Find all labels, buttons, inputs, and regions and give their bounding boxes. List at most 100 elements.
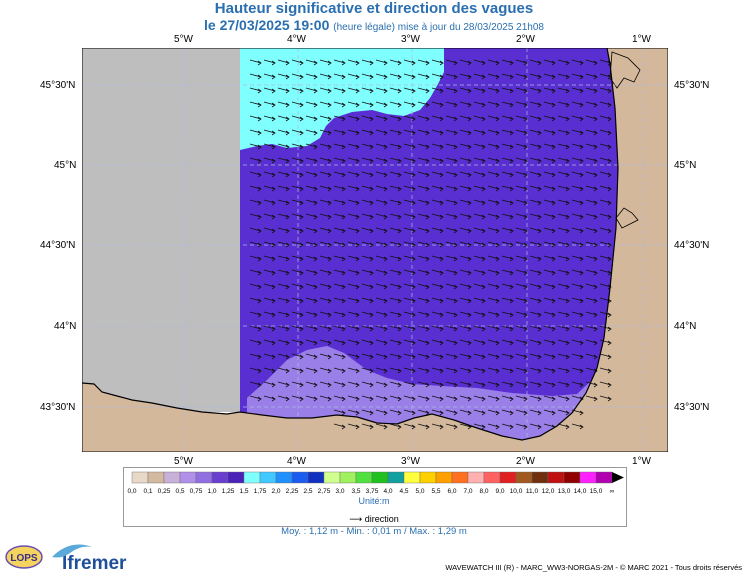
wave-arrow [361,283,374,290]
wave-arrow [361,199,374,206]
wave-arrow [347,283,360,290]
wave-arrow [291,227,304,234]
wave-arrow [501,73,514,80]
wave-arrow [277,185,290,192]
wave-arrow [263,283,276,290]
wave-arrow [389,143,402,150]
wave-arrow [361,311,374,318]
wave-arrow [263,367,276,374]
wave-arrow [473,269,486,276]
wave-arrow [431,423,444,430]
wave-arrow [515,101,528,108]
wave-arrow [473,101,486,108]
land-area [82,48,668,452]
wave-arrow [445,409,458,416]
wave-arrow [529,227,542,234]
wave-arrow [599,185,612,192]
wave-arrow [291,213,304,220]
wave-arrow [459,311,472,318]
wave-arrow [389,73,402,80]
wave-arrow [263,73,276,80]
wave-arrow [431,297,444,304]
wave-arrow [529,297,542,304]
wave-arrow [263,311,276,318]
wave-arrow [417,283,430,290]
wave-arrow [543,269,556,276]
wave-arrow [305,241,318,248]
wave-arrow [543,409,556,416]
wave-arrow [361,395,374,402]
wave-arrow [529,409,542,416]
wave-arrow [571,297,584,304]
colorbar-swatch [275,471,293,484]
wave-arrow [487,87,500,94]
wave-arrow [501,353,514,360]
wave-arrow [515,87,528,94]
wave-arrow [403,87,416,94]
wave-arrow [291,87,304,94]
wave-arrow [333,199,346,206]
wave-arrow [599,283,612,290]
wave-arrow [515,283,528,290]
wave-arrow [431,129,444,136]
wave-arrow [291,283,304,290]
wave-arrow [361,325,374,332]
wave-arrow [487,409,500,416]
colorbar-label: 2,5 [303,488,313,495]
wave-arrow [347,171,360,178]
wave-arrow [375,227,388,234]
wave-arrow [585,395,598,402]
wave-arrow [557,423,570,430]
wave-arrow [277,241,290,248]
wave-arrow [403,283,416,290]
colorbar-label: 2,0 [271,488,281,495]
wave-arrow [375,325,388,332]
colorbar-label: ∞ [609,488,615,495]
wave-arrow [291,297,304,304]
wave-arrow [487,255,500,262]
wave-arrow [543,59,556,66]
wave-arrow [249,171,262,178]
wave-arrow [445,297,458,304]
wave-arrow [557,353,570,360]
wave-arrow [529,395,542,402]
wave-arrow [473,395,486,402]
wave-arrow [571,171,584,178]
wave-arrow [445,353,458,360]
wave-arrow [319,185,332,192]
wave-arrow [347,381,360,388]
wave-arrow [403,311,416,318]
colorbar-swatch [163,471,181,484]
colorbar-swatch [547,471,565,484]
wave-arrow [515,227,528,234]
wave-arrow [487,297,500,304]
wave-arrow [445,143,458,150]
colorbar-label: 2,25 [285,488,299,495]
wave-arrow [417,73,430,80]
wave-arrow [459,395,472,402]
wave-arrow [375,395,388,402]
wave-arrow [515,395,528,402]
wave-arrow [347,325,360,332]
lat-tick-right: 45°30'N [674,80,710,91]
wave-arrow [445,381,458,388]
colorbar [131,471,624,484]
wave-arrow [417,311,430,318]
wave-arrow [585,297,598,304]
wave-arrow [389,213,402,220]
wave-arrow [473,87,486,94]
wave-arrow [431,101,444,108]
wave-arrow [403,227,416,234]
colorbar-swatch [323,471,341,484]
arrow-icon: ⟶ [349,514,363,524]
wave-arrow [375,339,388,346]
wave-arrow [375,143,388,150]
wave-arrow [599,115,612,122]
colorbar-swatch [563,471,581,484]
wave-arrow [277,339,290,346]
wave-arrow [445,59,458,66]
wave-arrow [347,101,360,108]
colorbar-swatch [195,471,213,484]
wave-arrow [431,171,444,178]
wave-arrow [473,157,486,164]
